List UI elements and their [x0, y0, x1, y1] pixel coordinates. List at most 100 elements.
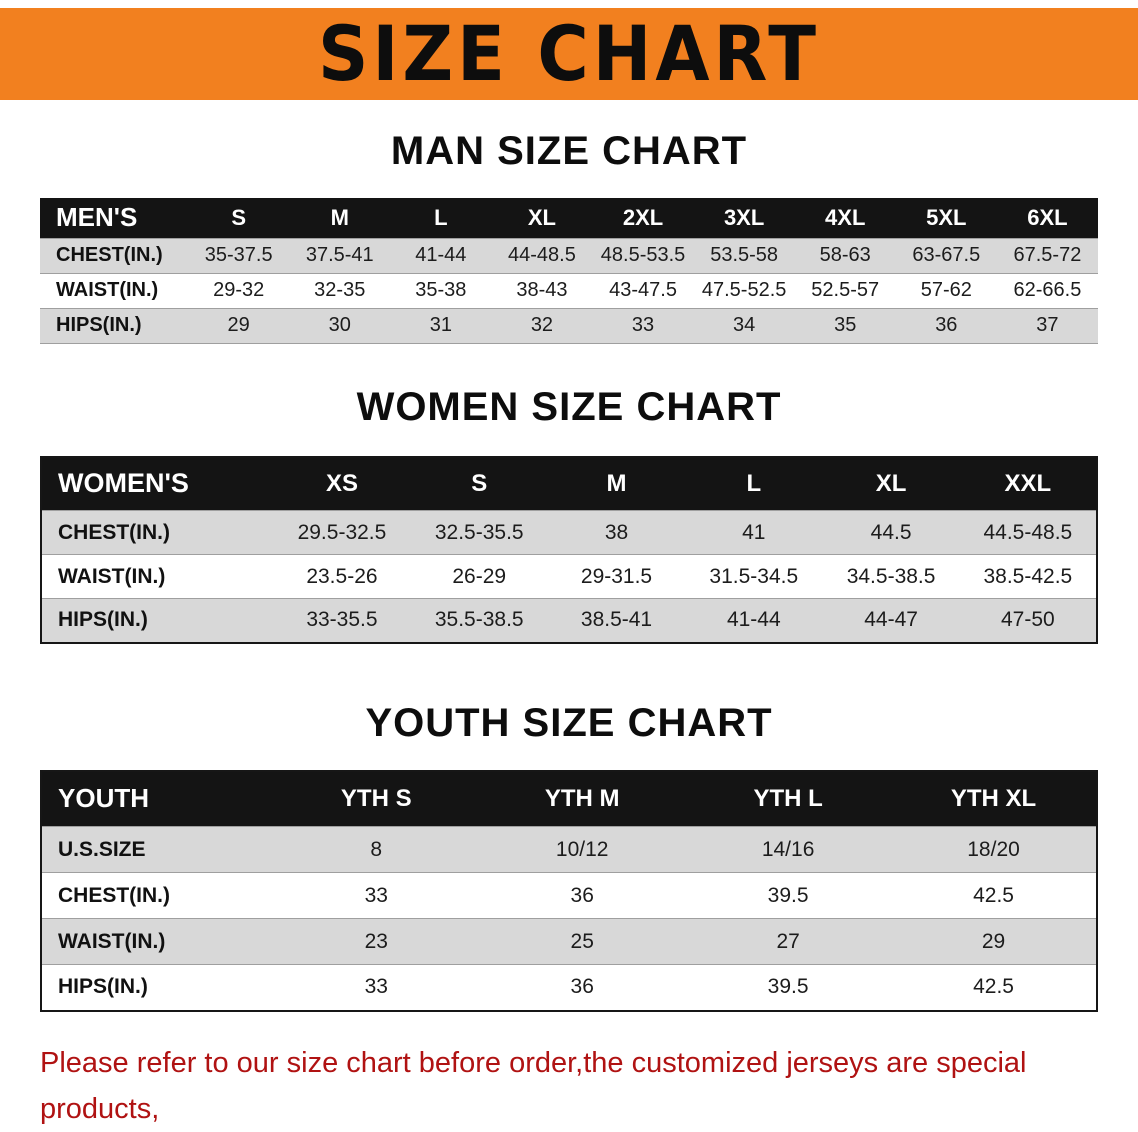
table-row: U.S.SIZE 8 10/12 14/16 18/20 [41, 826, 1097, 873]
footer-notice: Please refer to our size chart before or… [40, 1040, 1100, 1132]
size-value-cell: 18/20 [891, 826, 1097, 873]
size-value-cell: 32.5-35.5 [410, 510, 548, 555]
size-value-cell: 35.5-38.5 [410, 598, 548, 643]
row-label-cell: WAIST(IN.) [41, 918, 274, 965]
table-row: HIPS(IN.) 29 30 31 32 33 34 35 36 37 [40, 307, 1098, 343]
size-value-cell: 34.5-38.5 [822, 554, 960, 599]
size-value-cell: 33 [592, 307, 694, 343]
size-value-cell: 42.5 [891, 964, 1097, 1011]
row-label-cell: CHEST(IN.) [40, 237, 189, 273]
size-value-cell: 14/16 [685, 826, 892, 873]
size-header-cell: 2XL [592, 198, 694, 238]
size-value-cell: 35 [794, 307, 896, 343]
banner: SIZE CHART [0, 8, 1138, 100]
table-row: HIPS(IN.) 33-35.5 35.5-38.5 38.5-41 41-44 44-… [41, 598, 1097, 643]
size-value-cell: 23.5-26 [273, 554, 411, 599]
size-value-cell: 41-44 [685, 598, 823, 643]
size-header-cell: L [390, 198, 492, 238]
size-value-cell: 57-62 [895, 272, 997, 308]
row-label-cell: HIPS(IN.) [40, 307, 189, 343]
size-value-cell: 38 [547, 510, 686, 555]
size-value-cell: 36 [479, 872, 686, 919]
size-value-cell: 34 [693, 307, 795, 343]
size-value-cell: 26-29 [410, 554, 548, 599]
size-value-cell: 32 [491, 307, 593, 343]
size-value-cell: 38.5-41 [547, 598, 686, 643]
size-value-cell: 37.5-41 [289, 237, 391, 273]
table-row: CHEST(IN.) 29.5-32.5 32.5-35.5 38 41 44.5 44.5… [41, 510, 1097, 555]
table-row: WAIST(IN.) 23.5-26 26-29 29-31.5 31.5-34.5 34… [41, 554, 1097, 599]
size-header-cell: XXL [959, 456, 1097, 511]
table-row: HIPS(IN.) 33 36 39.5 42.5 [41, 964, 1097, 1011]
size-header-cell: XL [491, 198, 593, 238]
youth-section-heading: YOUTH SIZE CHART [365, 700, 773, 745]
table-row: WAIST(IN.) 23 25 27 29 [41, 918, 1097, 965]
row-label-cell: HIPS(IN.) [41, 598, 274, 643]
size-value-cell: 33 [273, 964, 480, 1011]
size-chart-page: { "colors": { "banner_bg": "#F2801F", "h… [0, 8, 1138, 1132]
size-value-cell: 29-32 [188, 272, 290, 308]
size-value-cell: 44-47 [822, 598, 960, 643]
size-header-cell: YTH XL [891, 770, 1097, 827]
size-value-cell: 27 [685, 918, 892, 965]
size-value-cell: 36 [479, 964, 686, 1011]
size-value-cell: 47-50 [959, 598, 1097, 643]
size-value-cell: 39.5 [685, 872, 892, 919]
row-label-cell: CHEST(IN.) [41, 510, 274, 555]
size-header-cell: 4XL [794, 198, 896, 238]
row-label-cell: WAIST(IN.) [40, 272, 189, 308]
table-title-cell: YOUTH [41, 770, 274, 827]
men-size-section: MAN SIZE CHART MEN'S S M L XL 2XL 3XL 4XL 5XL 6XL… [0, 128, 1138, 344]
size-value-cell: 44.5-48.5 [959, 510, 1097, 555]
size-value-cell: 43-47.5 [592, 272, 694, 308]
youth-size-section: YOUTH SIZE CHART YOUTH YTH S YTH M YTH L YTH… [0, 700, 1138, 1012]
size-value-cell: 62-66.5 [996, 272, 1098, 308]
size-value-cell: 31.5-34.5 [685, 554, 823, 599]
size-value-cell: 29 [891, 918, 1097, 965]
size-header-cell: M [289, 198, 391, 238]
size-header-cell: 6XL [996, 198, 1098, 238]
size-value-cell: 37 [996, 307, 1098, 343]
size-value-cell: 29 [188, 307, 290, 343]
women-size-table: WOMEN'S XS S M L XL XXL CHEST(IN.) 29.5-32.5 32.5… [40, 455, 1098, 644]
men-section-heading: MAN SIZE CHART [390, 129, 748, 173]
table-title-cell: WOMEN'S [41, 456, 274, 511]
size-value-cell: 58-63 [794, 237, 896, 273]
table-header-row: YOUTH YTH S YTH M YTH L YTH XL [41, 770, 1097, 827]
size-header-cell: S [410, 456, 548, 511]
size-value-cell: 47.5-52.5 [693, 272, 795, 308]
table-row: WAIST(IN.) 29-32 32-35 35-38 38-43 43-47.5 47.… [40, 272, 1098, 308]
size-header-cell: XL [822, 456, 960, 511]
size-value-cell: 41 [685, 510, 823, 555]
size-value-cell: 35-38 [390, 272, 492, 308]
size-value-cell: 52.5-57 [794, 272, 896, 308]
table-row: CHEST(IN.) 35-37.5 37.5-41 41-44 44-48.5 48.5… [40, 237, 1098, 273]
size-header-cell: XS [273, 456, 411, 511]
size-value-cell: 10/12 [479, 826, 686, 873]
size-value-cell: 39.5 [685, 964, 892, 1011]
size-header-cell: M [547, 456, 686, 511]
women-size-section: WOMEN SIZE CHART WOMEN'S XS S M L XL XXL CHEST(… [0, 384, 1138, 644]
size-value-cell: 41-44 [390, 237, 492, 273]
size-value-cell: 44-48.5 [491, 237, 593, 273]
table-title-cell: MEN'S [40, 198, 189, 238]
row-label-cell: HIPS(IN.) [41, 964, 274, 1011]
size-value-cell: 36 [895, 307, 997, 343]
women-section-heading: WOMEN SIZE CHART [356, 384, 782, 429]
size-value-cell: 67.5-72 [996, 237, 1098, 273]
size-header-cell: 3XL [693, 198, 795, 238]
size-value-cell: 38.5-42.5 [959, 554, 1097, 599]
size-value-cell: 44.5 [822, 510, 960, 555]
size-header-cell: YTH S [273, 770, 480, 827]
table-header-row: MEN'S S M L XL 2XL 3XL 4XL 5XL 6XL [40, 198, 1098, 238]
size-header-cell: S [188, 198, 290, 238]
size-header-cell: 5XL [895, 198, 997, 238]
size-value-cell: 33-35.5 [273, 598, 411, 643]
row-label-cell: WAIST(IN.) [41, 554, 274, 599]
size-value-cell: 32-35 [289, 272, 391, 308]
table-row: CHEST(IN.) 33 36 39.5 42.5 [41, 872, 1097, 919]
row-label-cell: U.S.SIZE [41, 826, 274, 873]
size-value-cell: 38-43 [491, 272, 593, 308]
page-title: SIZE CHART [317, 9, 821, 99]
size-value-cell: 23 [273, 918, 480, 965]
